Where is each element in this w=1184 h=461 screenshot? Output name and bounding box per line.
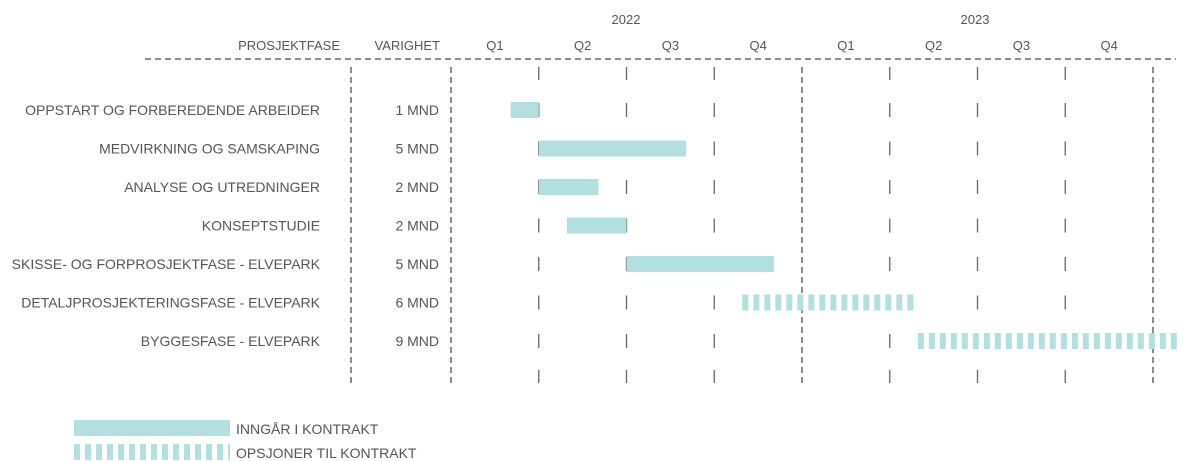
legend-option-segment (173, 444, 179, 460)
task-bar-segment (950, 333, 957, 349)
legend-option-segment (195, 444, 201, 460)
quarter-label: Q2 (925, 38, 942, 53)
task-bar-segment (1159, 333, 1166, 349)
task-name: BYGGESFASE - ELVEPARK (141, 333, 321, 349)
task-bar-segment (907, 294, 914, 311)
task-duration: 2 MND (395, 179, 439, 195)
quarter-label: Q3 (662, 38, 679, 53)
legend-option-segment (129, 444, 135, 460)
legend-option-segment (107, 444, 113, 460)
task-bar (566, 217, 627, 234)
task-bar-segment (874, 294, 881, 311)
legend-option-swatch (74, 444, 230, 460)
legend-option-segment (228, 444, 230, 460)
task-bars (510, 102, 1177, 349)
task-bar-segment (786, 294, 793, 311)
year-label: 2023 (961, 12, 990, 27)
legend-option-segment (184, 444, 190, 460)
task-duration: 9 MND (395, 333, 439, 349)
task-bar-segment (1104, 333, 1111, 349)
quarter-label: Q4 (749, 38, 766, 53)
task-bar-segment (939, 333, 946, 349)
task-bar-segment (1049, 333, 1056, 349)
task-bar-segment (928, 333, 935, 349)
task-rows: OPPSTART OG FORBEREDENDE ARBEIDER 1 MND ME… (12, 102, 439, 349)
task-name: DETALJPROSJEKTERINGSFASE - ELVEPARK (21, 295, 320, 311)
task-bar-segment (808, 294, 815, 311)
task-bar-segment (1137, 333, 1144, 349)
legend-label: OPSJONER TIL KONTRAKT (236, 445, 417, 461)
task-name: MEDVIRKNING OG SAMSKAPING (99, 141, 320, 157)
task-bar-segment (1071, 333, 1078, 349)
task-bar-option (917, 333, 1177, 349)
task-bar-segment (764, 294, 771, 311)
legend-option-segment (85, 444, 91, 460)
task-bar-segment (994, 333, 1001, 349)
task-bar-segment (753, 294, 760, 311)
task-duration: 5 MND (395, 256, 439, 272)
task-bar-segment (742, 294, 749, 311)
task-bar-segment (1148, 333, 1155, 349)
task-bar-segment (1016, 333, 1023, 349)
quarter-label: Q1 (486, 38, 503, 53)
task-duration: 2 MND (395, 218, 439, 234)
legend-option-segment (74, 444, 80, 460)
task-bar-segment (1093, 333, 1100, 349)
task-bar-segment (1005, 333, 1012, 349)
task-duration: 6 MND (395, 295, 439, 311)
task-bar-segment (896, 294, 903, 311)
task-bar-segment (1038, 333, 1045, 349)
task-bar-segment (852, 294, 859, 311)
task-bar-segment (775, 294, 782, 311)
task-bar (538, 140, 687, 157)
legend-option-segment (140, 444, 146, 460)
task-bar-segment (972, 333, 979, 349)
legend-label: INNGÅR I KONTRAKT (236, 421, 379, 437)
task-name: ANALYSE OG UTREDNINGER (124, 179, 320, 195)
task-bar-segment (917, 333, 924, 349)
quarter-labels: Q1 Q2 Q3 Q4 Q1 Q2 Q3 Q4 (486, 38, 1118, 53)
task-bar-option (742, 294, 914, 311)
task-bar-segment (983, 333, 990, 349)
task-name: OPPSTART OG FORBEREDENDE ARBEIDER (25, 102, 320, 118)
task-bar-segment (819, 294, 826, 311)
task-bar-segment (1027, 333, 1034, 349)
legend-option-segment (151, 444, 157, 460)
task-duration: 1 MND (395, 102, 439, 118)
task-bar-segment (1170, 333, 1177, 349)
task-bar-segment (1115, 333, 1122, 349)
year-label: 2022 (612, 12, 641, 27)
legend-option-segment (96, 444, 102, 460)
legend-option-segment (206, 444, 212, 460)
task-bar-segment (797, 294, 804, 311)
task-bar-segment (1126, 333, 1133, 349)
task-bar (626, 256, 774, 272)
task-bar-segment (863, 294, 870, 311)
legend-contract-swatch (74, 420, 230, 436)
task-duration: 5 MND (395, 141, 439, 157)
task-bar (510, 102, 539, 118)
phase-header: PROSJEKTFASE (238, 38, 340, 53)
duration-header: VARIGHET (375, 38, 441, 53)
task-bar-segment (961, 333, 968, 349)
task-bar-segment (1082, 333, 1089, 349)
task-bar-segment (1060, 333, 1067, 349)
task-bar (538, 179, 599, 195)
task-name: KONSEPTSTUDIE (202, 218, 320, 234)
quarter-label: Q2 (574, 38, 591, 53)
task-name: SKISSE- OG FORPROSJEKTFASE - ELVEPARK (12, 256, 321, 272)
legend-option-segment (217, 444, 223, 460)
quarter-label: Q4 (1100, 38, 1117, 53)
quarter-label: Q3 (1013, 38, 1030, 53)
legend-option-segment (118, 444, 124, 460)
legend-option-segment (162, 444, 168, 460)
quarter-label: Q1 (837, 38, 854, 53)
legend: INNGÅR I KONTRAKT OPSJONER TIL KONTRAKT (74, 420, 417, 461)
task-bar-segment (830, 294, 837, 311)
task-bar-segment (841, 294, 848, 311)
task-bar-segment (885, 294, 892, 311)
